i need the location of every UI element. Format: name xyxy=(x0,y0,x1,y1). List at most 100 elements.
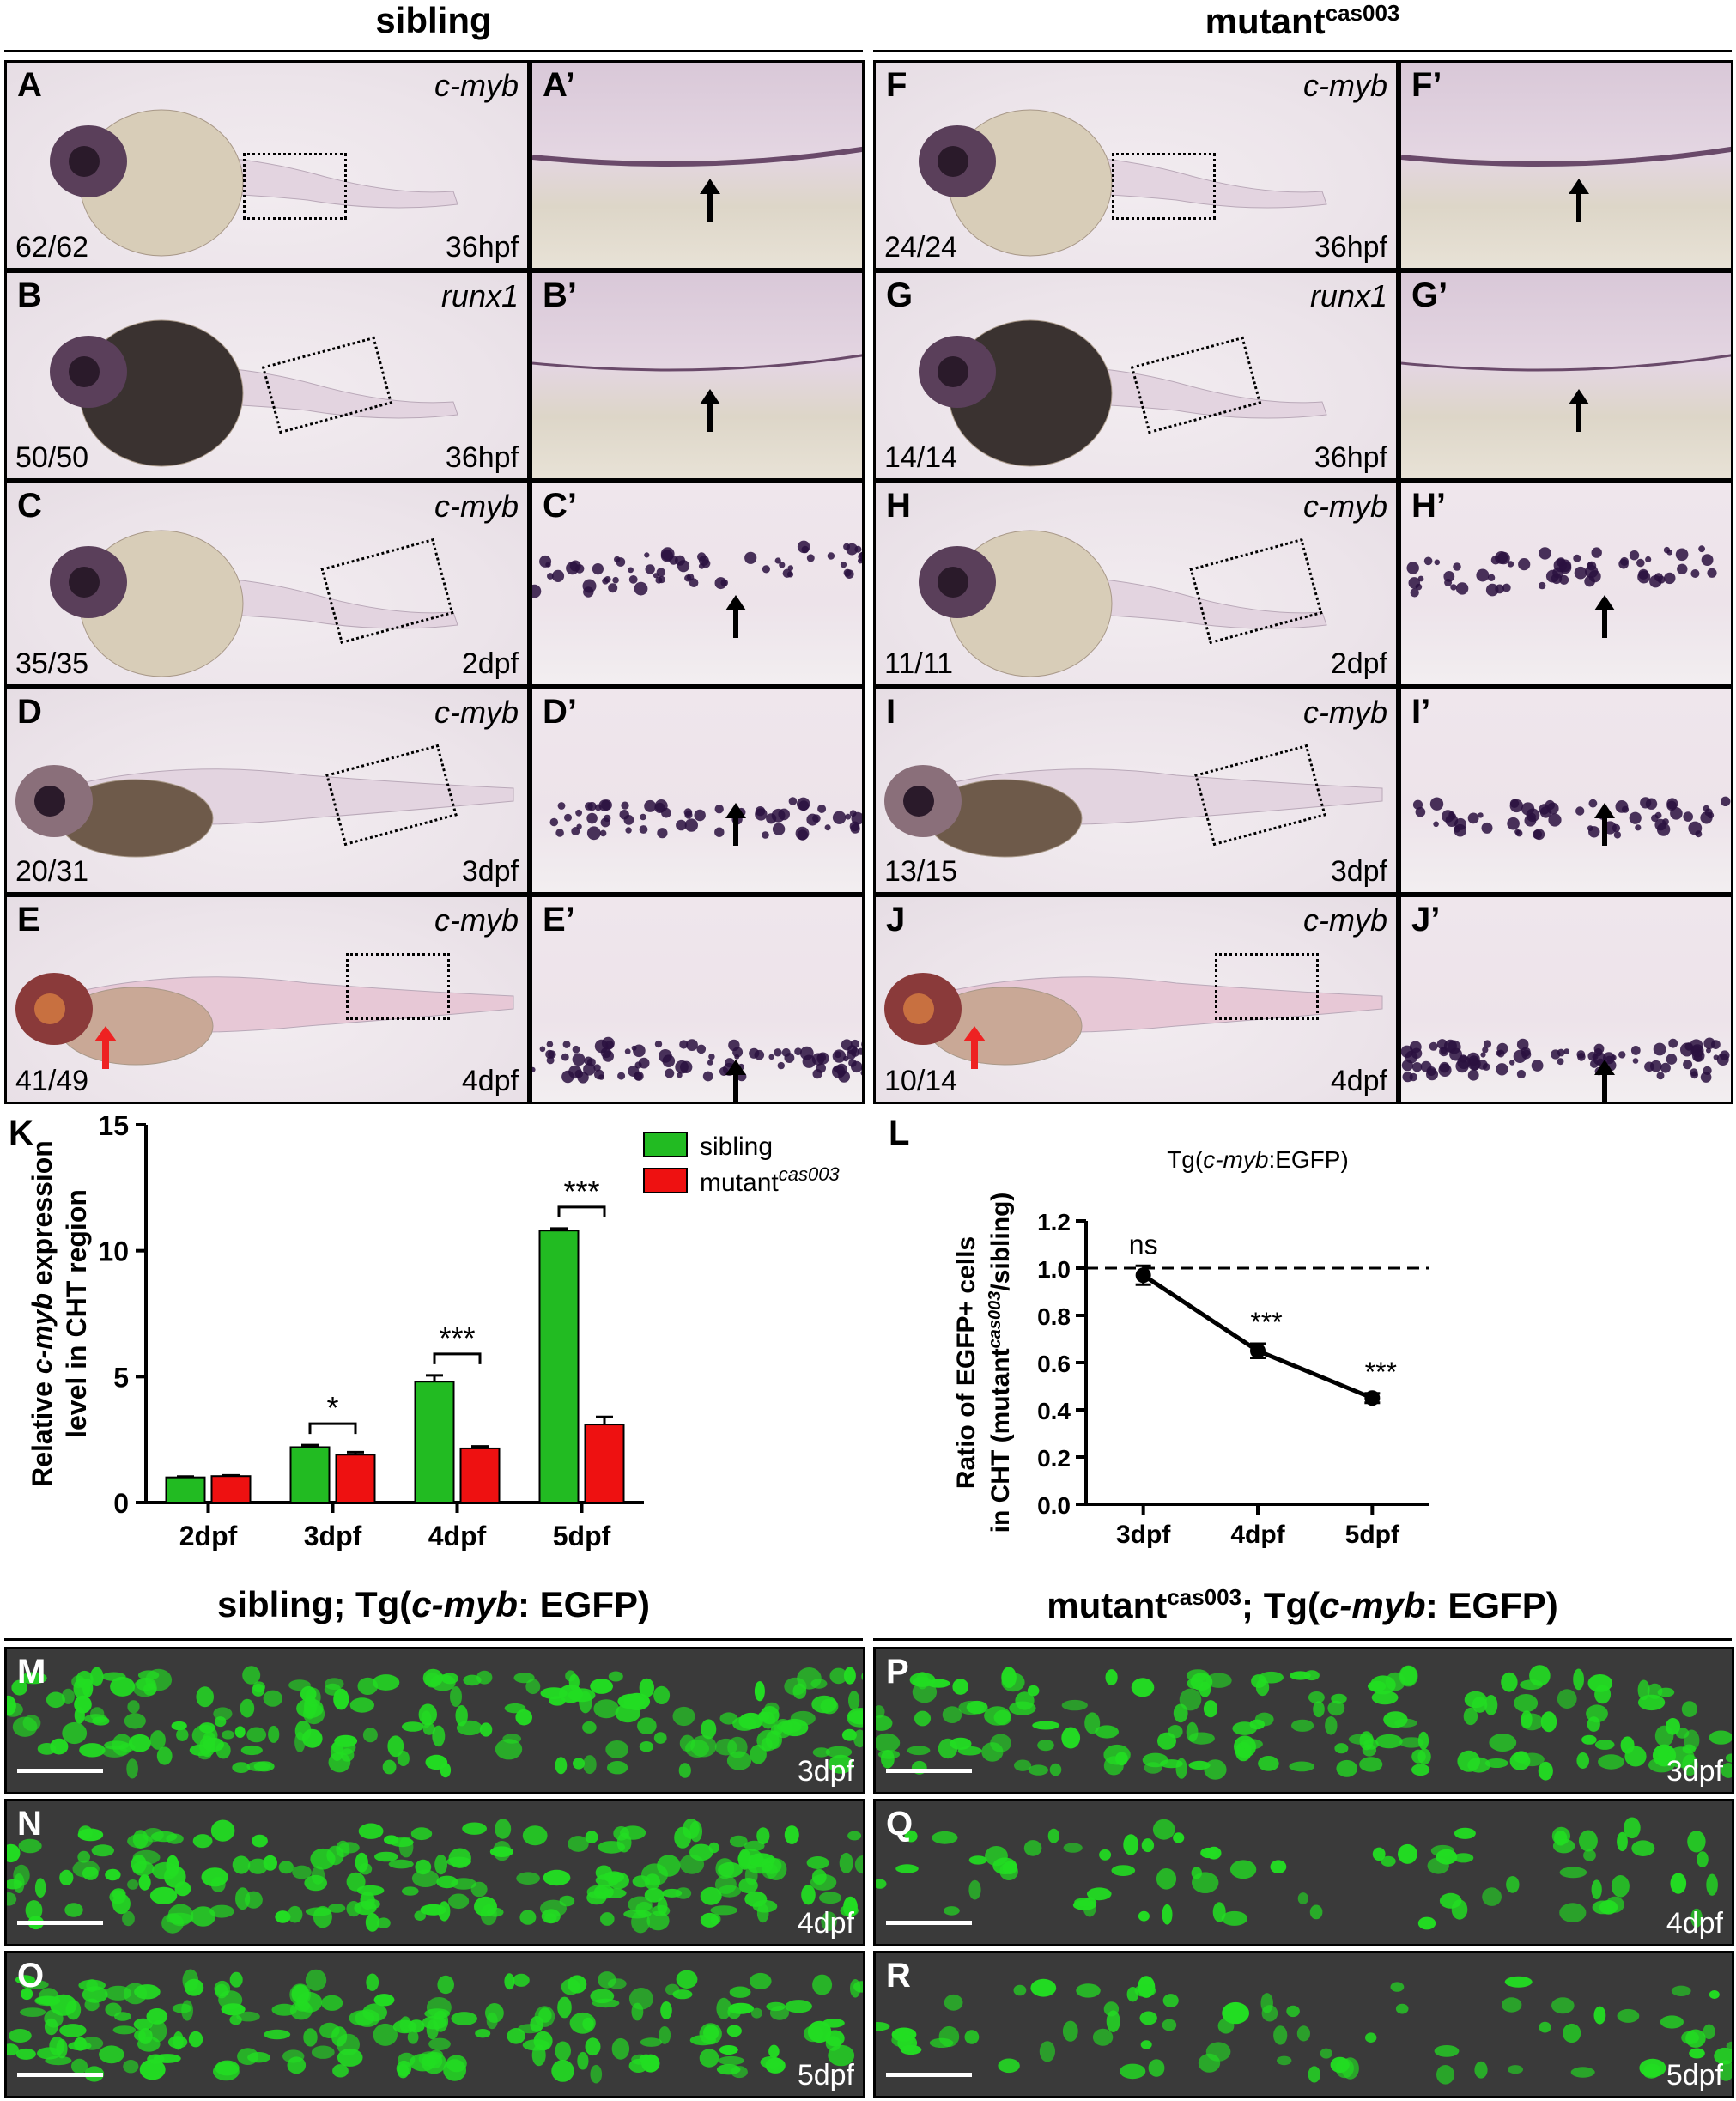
embryo-illustration xyxy=(50,530,458,677)
y-tick-label: 0.2 xyxy=(1037,1445,1071,1472)
legend-label: sibling xyxy=(700,1132,773,1161)
bar-mutant xyxy=(210,1475,252,1504)
fluo-panel-q: Q 4dpf xyxy=(873,1799,1734,1946)
embryo-illustration xyxy=(919,319,1327,467)
stage-label: 4dpf xyxy=(461,1065,519,1097)
panel-letter: F’ xyxy=(1411,66,1442,104)
data-point xyxy=(1364,1390,1381,1406)
fluo-panel-o: O 5dpf xyxy=(4,1951,865,2098)
vessel-stain xyxy=(1401,354,1731,372)
stage-label: 36hpf xyxy=(445,441,519,474)
ish-zoom-panel-f: F’ xyxy=(1399,60,1733,270)
stained-cells xyxy=(549,797,862,841)
fluo-panel-p: P 3dpf xyxy=(873,1647,1734,1794)
x-tick-label: 5dpf xyxy=(1345,1521,1400,1549)
scale-bar xyxy=(886,1769,972,1773)
egfp-cells xyxy=(7,1819,863,1934)
arrow-up-icon xyxy=(1569,179,1589,222)
embryo-count: 11/11 xyxy=(884,647,954,680)
vessel-stain xyxy=(532,146,862,167)
legend-label: mutantcas003 xyxy=(700,1163,840,1197)
panel-letter: J’ xyxy=(1411,901,1441,938)
arrow-up-icon xyxy=(725,595,746,638)
bar-sibling xyxy=(414,1381,455,1504)
bar-sibling xyxy=(165,1476,206,1503)
roi-box xyxy=(1112,153,1216,220)
stage-label: 36hpf xyxy=(1314,441,1387,474)
sig-label: *** xyxy=(1365,1357,1397,1388)
header-bottom-mutant-rule xyxy=(873,1638,1732,1641)
panel-letter: H xyxy=(886,487,911,525)
egfp-cells xyxy=(7,1969,863,2084)
embryo-illustration xyxy=(50,109,458,257)
ish-zoom-panel-b: B’ xyxy=(530,270,865,481)
embryo-illustration xyxy=(884,765,1383,858)
fluo-panel-n: N 4dpf xyxy=(4,1799,865,1946)
stage-label: 3dpf xyxy=(797,1755,854,1788)
y-axis-label-line2: in CHT (mutantcas003/sibling) xyxy=(986,1193,1015,1533)
panel-letter: A’ xyxy=(543,66,575,104)
embryo-illustration xyxy=(919,530,1327,677)
sig-label: *** xyxy=(1250,1307,1282,1338)
arrow-up-icon xyxy=(1569,389,1589,432)
x-tick-label: 2dpf xyxy=(179,1521,238,1551)
gene-label: c-myb xyxy=(1303,902,1387,938)
fluo-panel-m: M 3dpf xyxy=(4,1647,865,1794)
sig-bracket xyxy=(308,1422,357,1435)
sig-bracket xyxy=(433,1352,482,1364)
stage-label: 3dpf xyxy=(461,855,519,888)
bar-mutant xyxy=(584,1424,625,1504)
scale-bar xyxy=(886,1921,972,1925)
x-tick-label: 3dpf xyxy=(304,1521,362,1551)
egfp-cells xyxy=(876,1976,1732,2085)
gene-label: c-myb xyxy=(434,695,519,730)
roi-box xyxy=(1215,953,1319,1020)
embryo-count: 62/62 xyxy=(15,231,89,264)
gene-label: runx1 xyxy=(1309,278,1387,313)
scale-bar xyxy=(17,2073,103,2077)
header-sibling-rule xyxy=(4,50,863,52)
embryo-count: 20/31 xyxy=(15,855,89,888)
stained-cells xyxy=(1412,796,1731,841)
chart-l-letter: L xyxy=(889,1114,910,1152)
stained-cells xyxy=(1406,545,1717,598)
gene-label: runx1 xyxy=(440,278,519,313)
y-tick-label: 0.0 xyxy=(1037,1492,1071,1519)
arrow-up-icon xyxy=(700,389,720,432)
panel-letter: Q xyxy=(886,1805,914,1843)
gene-label: c-myb xyxy=(1303,695,1387,730)
header-sibling: sibling xyxy=(375,0,492,40)
arrow-up-icon xyxy=(1594,595,1615,638)
roi-box xyxy=(346,953,450,1020)
legend-swatch xyxy=(643,1168,688,1193)
stage-label: 3dpf xyxy=(1666,1755,1723,1788)
scale-bar xyxy=(17,1921,103,1925)
chart-l-title: Tg(c-myb:EGFP) xyxy=(1167,1146,1349,1173)
panel-letter: E’ xyxy=(543,901,575,938)
embryo-count: 50/50 xyxy=(15,441,89,474)
embryo-count: 14/14 xyxy=(884,441,958,474)
panel-letter: D xyxy=(17,693,42,731)
panel-letter: I’ xyxy=(1411,693,1431,731)
egfp-cells xyxy=(876,1665,1732,1781)
panel-letter: I xyxy=(886,693,896,731)
panel-letter: J xyxy=(886,901,906,938)
stage-label: 36hpf xyxy=(445,231,519,264)
stained-cells xyxy=(532,1036,862,1084)
bar-sibling xyxy=(538,1230,580,1503)
vessel-stain xyxy=(532,354,862,372)
scale-bar xyxy=(17,1769,103,1773)
stage-label: 4dpf xyxy=(797,1907,854,1940)
panel-letter: E xyxy=(17,901,40,938)
stage-label: 3dpf xyxy=(1330,855,1387,888)
y-tick-label: 5 xyxy=(113,1362,129,1393)
x-tick-label: 4dpf xyxy=(1230,1521,1285,1549)
bar-sibling xyxy=(289,1446,331,1504)
sig-bracket xyxy=(557,1205,606,1217)
stained-cells xyxy=(1401,1037,1730,1083)
panel-letter: C’ xyxy=(543,487,577,525)
gene-label: c-myb xyxy=(434,489,519,524)
